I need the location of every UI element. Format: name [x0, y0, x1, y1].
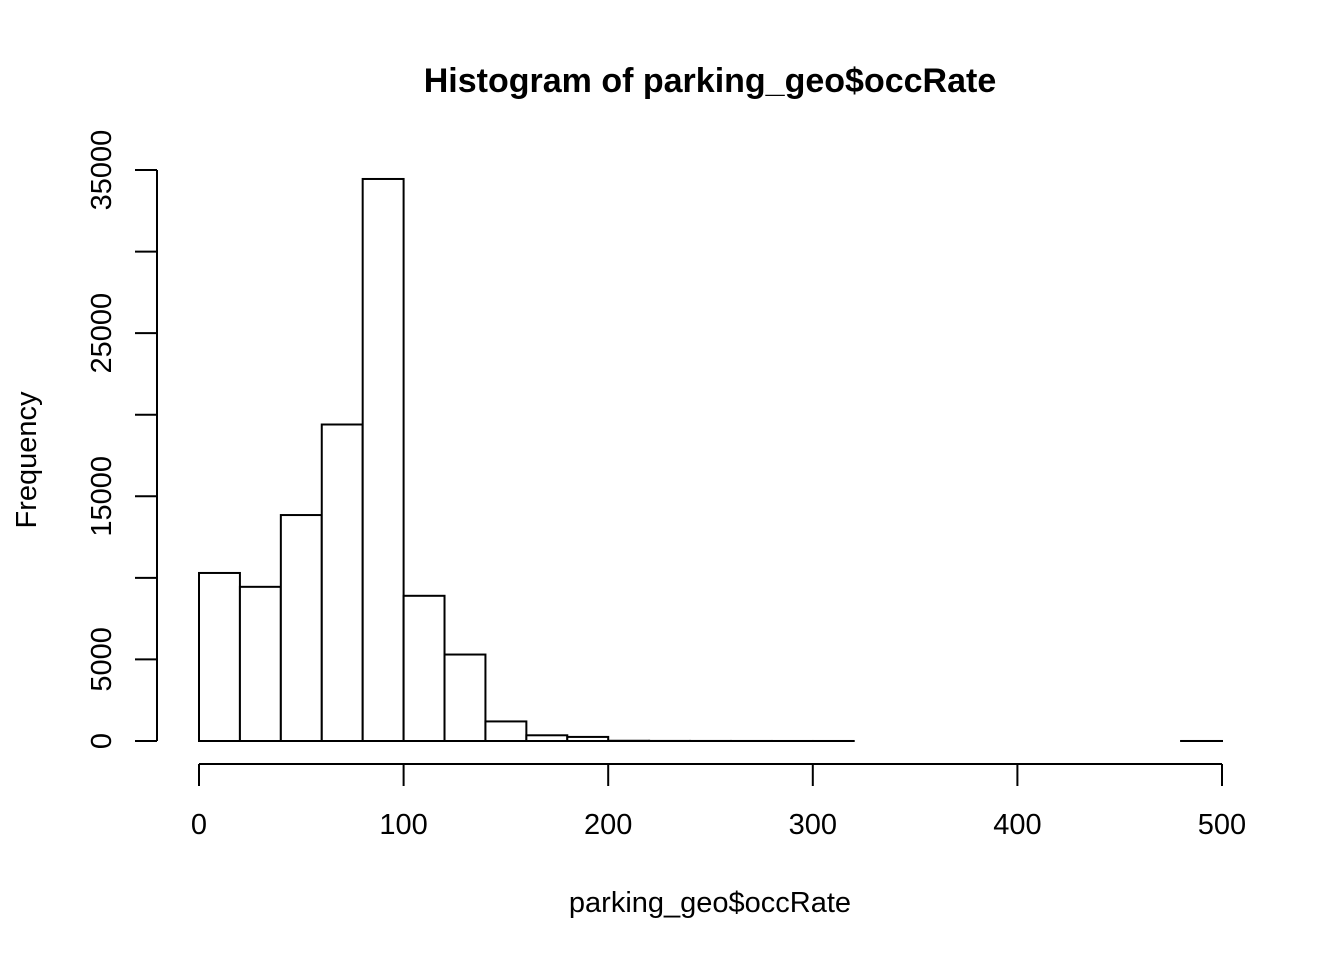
x-axis-label: parking_geo$occRate	[569, 887, 851, 919]
histogram-bar	[320, 423, 364, 742]
y-tick-label: 35000	[86, 130, 118, 211]
chart-title: Histogram of parking_geo$occRate	[424, 62, 996, 100]
x-tick-label: 500	[1198, 809, 1246, 841]
histogram-bar	[443, 653, 487, 743]
y-axis: 0 5000 15000 25000 35000	[86, 130, 158, 749]
x-tick-label: 300	[789, 809, 837, 841]
histogram-bar	[402, 594, 446, 742]
x-tick-label: 200	[584, 809, 632, 841]
x-tick-label: 100	[379, 809, 427, 841]
y-axis-label: Frequency	[11, 391, 43, 529]
y-tick-label: 0	[86, 733, 118, 749]
histogram-bar	[525, 734, 569, 742]
x-tick-label: 0	[191, 809, 207, 841]
y-tick-label: 15000	[86, 456, 118, 537]
histogram-bar	[484, 720, 528, 742]
histogram-bar	[238, 585, 282, 743]
x-axis: 0 100 200 300 400 500	[191, 763, 1246, 841]
histogram-bar	[566, 735, 610, 743]
bars-group	[198, 177, 1223, 743]
histogram-bar	[279, 514, 323, 742]
y-tick-label: 25000	[86, 293, 118, 374]
y-tick-label: 5000	[86, 627, 118, 692]
histogram-bar	[361, 177, 405, 743]
histogram-bar	[198, 571, 241, 742]
x-tick-label: 400	[993, 809, 1041, 841]
